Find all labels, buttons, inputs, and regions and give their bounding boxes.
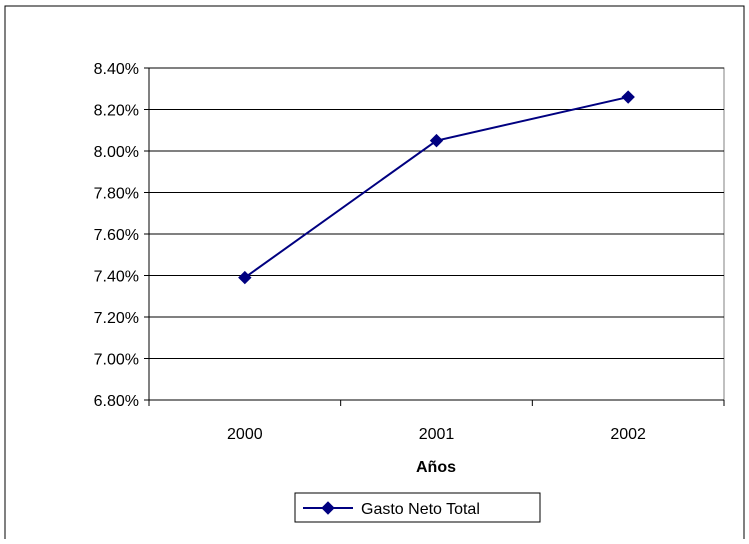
y-tick-label: 8.20% <box>94 103 139 120</box>
series-markers <box>238 90 635 285</box>
data-point-marker <box>429 133 444 148</box>
data-point-marker <box>621 90 635 104</box>
y-tick-label: 8.00% <box>94 144 139 161</box>
x-tick-label: 2000 <box>227 426 263 443</box>
x-axis-title: Años <box>416 459 456 476</box>
legend: Gasto Neto Total <box>294 492 541 523</box>
y-tick-label: 7.20% <box>94 310 139 327</box>
y-tick-label: 6.80% <box>94 393 139 410</box>
y-tick-label: 7.60% <box>94 227 139 244</box>
data-point-marker <box>238 270 252 285</box>
chart-frame <box>4 5 745 539</box>
y-tick-label: 7.00% <box>94 352 139 369</box>
x-axis-ticks: 2000 2001 2002 <box>148 399 725 443</box>
legend-label: Gasto Neto Total <box>361 501 480 518</box>
gridlines <box>149 67 724 359</box>
y-tick-label: 7.40% <box>94 269 139 286</box>
x-tick-label: 2001 <box>419 426 455 443</box>
legend-diamond-marker <box>321 501 335 515</box>
y-tick-label: 7.80% <box>94 186 139 203</box>
y-tick-label: 8.40% <box>94 61 139 78</box>
y-axis-ticks: 6.80% 7.00% 7.20% 7.40% 7.60% 7.80% 8.00% 8.20%… <box>94 61 150 410</box>
x-tick-label: 2002 <box>610 426 646 443</box>
